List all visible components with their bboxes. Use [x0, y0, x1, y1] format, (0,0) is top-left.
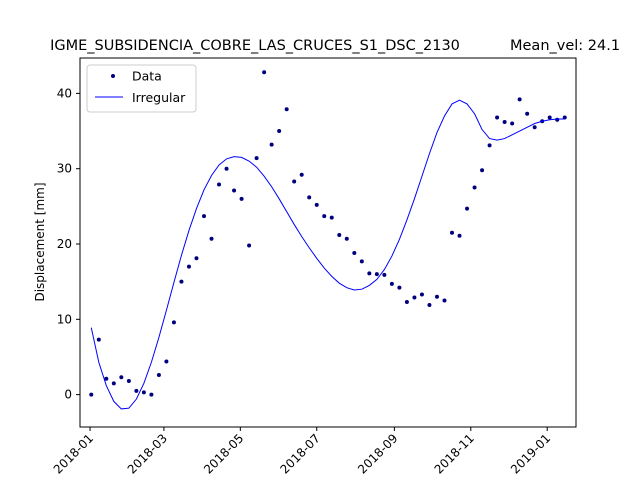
- y-tick-label: 40: [57, 86, 72, 100]
- legend-label-irregular: Irregular: [132, 90, 186, 105]
- data-point: [284, 107, 289, 112]
- data-point: [382, 272, 387, 277]
- data-point: [149, 392, 154, 397]
- chart-title: IGME_SUBSIDENCIA_COBRE_LAS_CRUCES_S1_DSC…: [50, 38, 460, 54]
- data-point: [510, 121, 515, 126]
- data-point: [389, 281, 394, 286]
- data-point: [307, 195, 312, 200]
- data-point: [397, 285, 402, 290]
- data-point: [269, 142, 274, 147]
- data-point: [427, 303, 432, 307]
- series-line-irregular: [90, 99, 565, 410]
- data-point: [412, 295, 417, 300]
- data-point: [547, 115, 552, 120]
- data-point: [404, 299, 409, 304]
- data-point: [495, 115, 500, 120]
- data-point: [299, 172, 304, 177]
- data-point: [517, 97, 522, 102]
- data-point: [247, 243, 252, 248]
- legend-label-data: Data: [132, 69, 162, 84]
- data-point: [322, 214, 327, 219]
- y-axis-title: Displacement [mm]: [33, 182, 47, 301]
- y-tick-label: 0: [64, 388, 72, 402]
- x-tick-label: 2018-09: [355, 431, 400, 476]
- data-point: [239, 196, 244, 201]
- data-point: [141, 390, 146, 395]
- legend: Data Irregular: [86, 64, 197, 113]
- data-point: [224, 166, 229, 171]
- y-tick-label: 20: [57, 237, 72, 251]
- data-point: [202, 214, 206, 219]
- data-point: [419, 292, 424, 297]
- x-tick-label: 2018-03: [125, 431, 170, 476]
- data-point: [450, 230, 454, 235]
- data-point: [104, 376, 109, 381]
- x-tick-label: 2018-11: [432, 431, 477, 476]
- axis-ticks: 2018-01 2018-03 2018-05 2018-07 2018-09 2018-…: [51, 86, 554, 476]
- legend-marker-data: [111, 74, 115, 78]
- data-point: [111, 381, 116, 386]
- data-point: [457, 233, 462, 238]
- data-point: [194, 256, 199, 261]
- x-tick-label: 2018-07: [277, 431, 322, 476]
- data-point: [359, 259, 364, 264]
- data-point: [374, 272, 379, 277]
- data-point: [480, 168, 485, 173]
- data-point: [164, 359, 169, 364]
- data-point: [171, 320, 176, 325]
- data-point: [96, 337, 101, 342]
- data-point: [277, 129, 282, 134]
- data-point: [156, 373, 161, 378]
- data-point: [329, 215, 334, 220]
- data-point: [465, 206, 470, 211]
- data-point: [186, 264, 191, 269]
- data-point: [217, 182, 222, 187]
- data-point: [134, 388, 139, 393]
- data-point: [344, 236, 349, 241]
- data-point: [337, 232, 342, 237]
- data-point: [562, 115, 567, 120]
- data-point: [232, 188, 237, 193]
- x-tick-label: 2019-01: [508, 431, 553, 476]
- data-point: [314, 202, 319, 207]
- y-tick-label: 30: [57, 162, 72, 176]
- data-point: [367, 271, 372, 276]
- data-point: [254, 156, 259, 161]
- data-point: [502, 120, 507, 125]
- data-point: [352, 251, 357, 256]
- data-point: [434, 294, 439, 299]
- data-point: [442, 298, 447, 303]
- data-point: [472, 185, 477, 190]
- data-point: [525, 111, 530, 116]
- x-tick-label: 2018-01: [51, 431, 96, 476]
- y-tick-label: 10: [57, 312, 72, 326]
- data-point: [126, 379, 131, 384]
- plot-area: [89, 70, 567, 410]
- data-point: [292, 179, 297, 184]
- data-point: [487, 143, 492, 148]
- data-point: [532, 125, 537, 130]
- data-point: [209, 236, 214, 241]
- data-point: [179, 279, 184, 284]
- data-point: [119, 375, 124, 380]
- data-point: [89, 392, 94, 397]
- x-tick-label: 2018-05: [201, 431, 246, 476]
- chart-subtitle: Mean_vel: 24.1: [510, 38, 620, 54]
- axes-frame: [79, 57, 577, 428]
- data-point: [262, 70, 267, 75]
- data-point: [555, 117, 560, 122]
